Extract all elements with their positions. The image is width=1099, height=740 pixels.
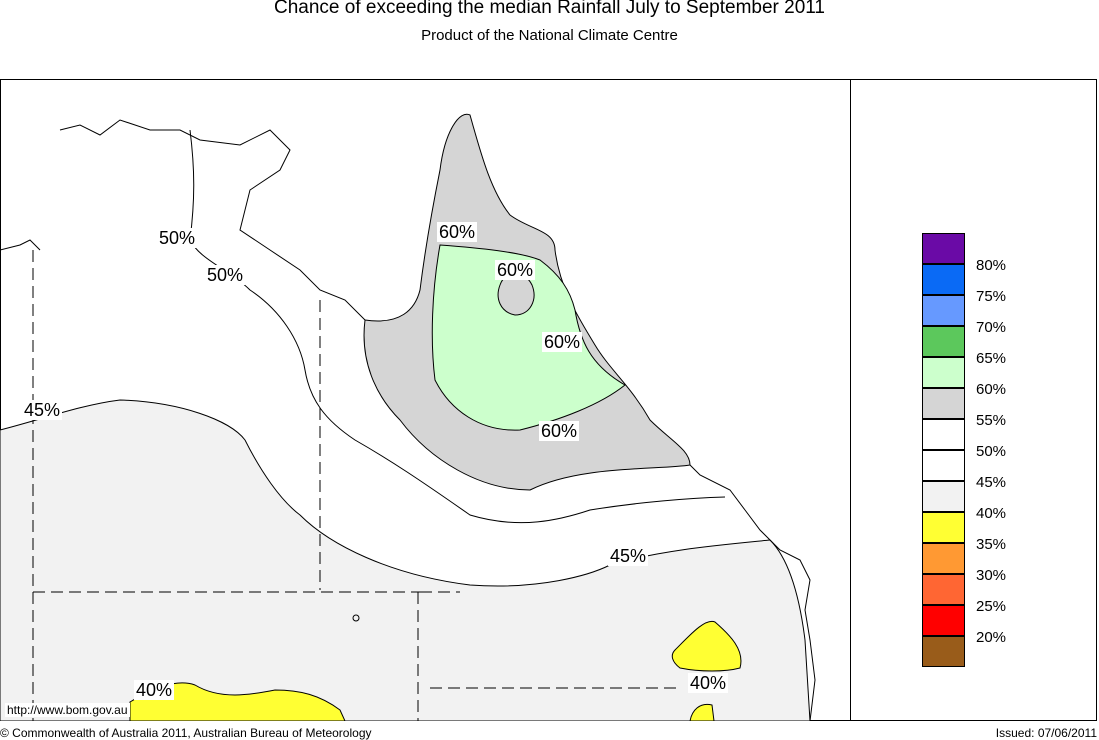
contour-label-50-a: 50% bbox=[157, 228, 198, 248]
issued-date: Issued: 07/06/2011 bbox=[995, 726, 1097, 740]
legend-swatch-70 bbox=[922, 295, 965, 326]
legend-label-45: 45% bbox=[976, 474, 1007, 491]
region-35-40-east bbox=[671, 620, 742, 672]
coastline-east bbox=[689, 464, 816, 721]
rainfall-map bbox=[0, 113, 816, 721]
legend-label-40: 40% bbox=[976, 505, 1007, 522]
legend-swatch-80 bbox=[922, 233, 965, 264]
legend-label-35: 35% bbox=[976, 536, 1007, 553]
legend-label-65: 65% bbox=[976, 350, 1007, 367]
legend-label-25: 25% bbox=[976, 598, 1007, 615]
legend-swatch-40 bbox=[922, 481, 965, 512]
legend-swatch-lowest bbox=[922, 636, 965, 667]
bom-url-link[interactable]: http://www.bom.gov.au bbox=[5, 703, 130, 717]
contour-label-40-b: 40% bbox=[688, 673, 729, 693]
legend-label-50: 50% bbox=[976, 443, 1007, 460]
contour-label-60-d: 60% bbox=[539, 421, 580, 441]
contour-label-60-a: 60% bbox=[437, 222, 478, 242]
map-title: Chance of exceeding the median Rainfall … bbox=[274, 0, 825, 18]
legend-swatch-50 bbox=[922, 419, 965, 450]
contour-label-50-b: 50% bbox=[205, 265, 246, 285]
legend-label-60: 60% bbox=[976, 381, 1007, 398]
contour-label-40-a: 40% bbox=[134, 680, 175, 700]
legend-swatch-60 bbox=[922, 357, 965, 388]
contour-label-45-b: 45% bbox=[608, 546, 649, 566]
legend-swatch-30 bbox=[922, 543, 965, 574]
copyright-notice: © Commonwealth of Australia 2011, Austra… bbox=[0, 726, 372, 740]
contour-label-60-b: 60% bbox=[495, 260, 536, 280]
region-60 bbox=[431, 244, 626, 431]
legend-label-75: 75% bbox=[976, 288, 1007, 305]
legend-label-20: 20% bbox=[976, 629, 1007, 646]
legend-label-30: 30% bbox=[976, 567, 1007, 584]
legend-swatch-20 bbox=[922, 605, 965, 636]
region-35-40-east-small bbox=[689, 703, 715, 721]
contour-label-45-a: 45% bbox=[22, 400, 63, 420]
legend-swatch-65 bbox=[922, 326, 965, 357]
legend-swatch-35 bbox=[922, 512, 965, 543]
legend-swatch-55 bbox=[922, 388, 965, 419]
legend-swatch-45 bbox=[922, 450, 965, 481]
legend-swatch-25 bbox=[922, 574, 965, 605]
coastline-west bbox=[0, 239, 41, 251]
legend-label-55: 55% bbox=[976, 412, 1007, 429]
contour-label-60-c: 60% bbox=[542, 332, 583, 352]
coastline-north bbox=[59, 119, 366, 321]
legend-swatch-75 bbox=[922, 264, 965, 295]
legend-label-80: 80% bbox=[976, 257, 1007, 274]
legend-divider bbox=[850, 79, 851, 721]
map-subtitle: Product of the National Climate Centre bbox=[421, 27, 678, 44]
map-point bbox=[352, 614, 360, 622]
legend-label-70: 70% bbox=[976, 319, 1007, 336]
